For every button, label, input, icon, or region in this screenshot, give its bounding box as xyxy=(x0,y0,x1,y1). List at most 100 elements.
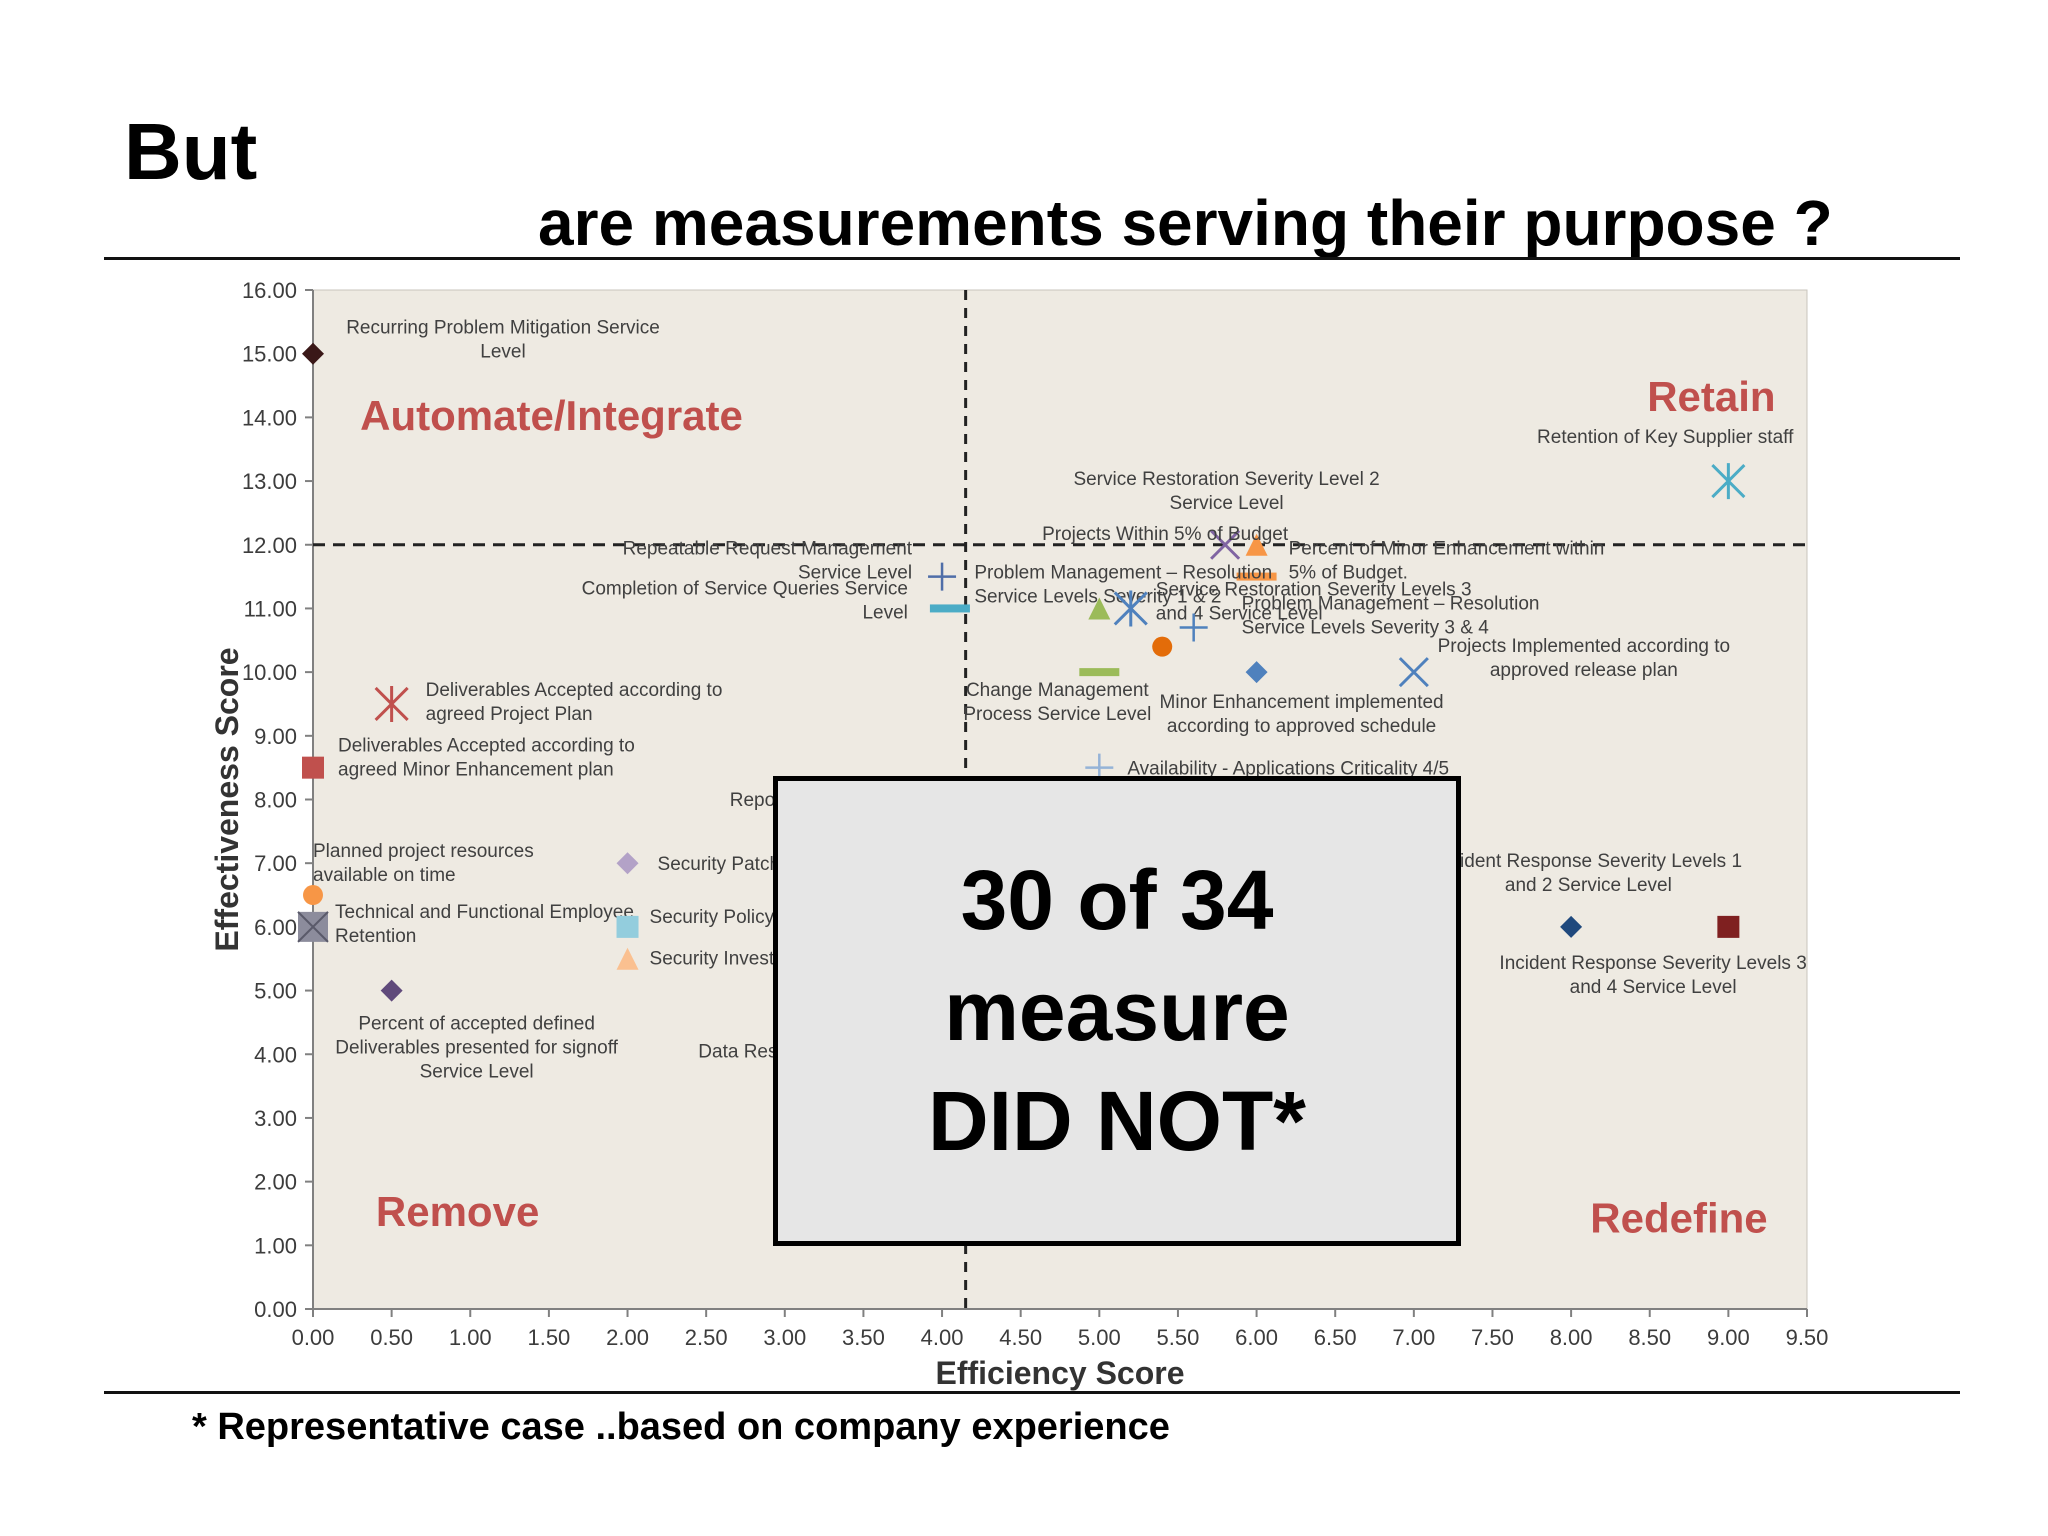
x-tick-label: 6.00 xyxy=(1235,1325,1278,1350)
point-label: Percent of Minor Enhancement within xyxy=(1289,539,1605,560)
point-label: Projects Within 5% of Budget xyxy=(1042,524,1289,545)
point-label: agreed Project Plan xyxy=(426,704,593,725)
slide-title: But xyxy=(124,107,258,196)
y-tick-label: 7.00 xyxy=(254,851,297,876)
point-label: approved release plan xyxy=(1490,660,1678,681)
callout-line-1: 30 of 34 xyxy=(960,852,1274,947)
footnote: * Representative case ..based on company… xyxy=(192,1406,1170,1448)
x-tick-label: 0.50 xyxy=(370,1325,413,1350)
point-label: Level xyxy=(862,602,907,623)
data-point xyxy=(616,947,639,970)
point-label: Technical and Functional Employee xyxy=(335,902,634,923)
x-tick-label: 7.00 xyxy=(1392,1325,1435,1350)
point-label: and 4 Service Level xyxy=(1570,977,1737,998)
data-point xyxy=(302,756,324,779)
x-tick-label: 4.00 xyxy=(921,1325,964,1350)
point-label-partial: Data Reste xyxy=(698,1041,793,1062)
data-point xyxy=(1560,915,1583,938)
y-tick-label: 2.00 xyxy=(254,1170,297,1195)
point-label: Change Management xyxy=(966,680,1149,701)
point-label: Service Level xyxy=(798,563,912,584)
y-axis-title: Effectiveness Score xyxy=(209,647,245,951)
data-point xyxy=(616,915,639,938)
point-label: Percent of accepted defined xyxy=(358,1014,595,1035)
point-label: Service Levels Severity 1 & 2 xyxy=(974,586,1221,607)
data-point xyxy=(1152,636,1173,657)
point-label: available on time xyxy=(313,865,456,886)
x-tick-label: 3.00 xyxy=(763,1325,806,1350)
y-tick-label: 10.00 xyxy=(242,660,297,685)
point-label: Completion of Service Queries Service xyxy=(582,578,908,599)
callout-box: 30 of 34 measure DID NOT* xyxy=(773,776,1461,1246)
data-point xyxy=(302,342,324,365)
point-label: and 2 Service Level xyxy=(1505,875,1672,896)
y-tick-label: 4.00 xyxy=(254,1042,297,1067)
x-tick-label: 2.00 xyxy=(606,1325,649,1350)
data-point xyxy=(1717,915,1740,938)
point-label: Recurring Problem Mitigation Service xyxy=(346,318,660,339)
x-tick-label: 8.00 xyxy=(1550,1325,1593,1350)
point-label-partial: Repor xyxy=(730,790,782,811)
y-tick-label: 16.00 xyxy=(242,278,297,303)
point-label: Security Policy xyxy=(650,907,775,928)
x-tick-label: 5.50 xyxy=(1157,1325,1200,1350)
data-point xyxy=(1245,533,1268,556)
point-label: Deliverables Accepted according to xyxy=(426,680,723,701)
quadrant-label: Remove xyxy=(376,1188,539,1235)
point-label: Service Restoration Severity Levels 3 xyxy=(1156,579,1472,600)
x-tick-label: 5.00 xyxy=(1078,1325,1121,1350)
point-label: Projects Implemented according to xyxy=(1438,636,1731,657)
data-point xyxy=(1088,597,1111,620)
point-label: Retention xyxy=(335,926,416,947)
point-label: Repeatable Request Management xyxy=(623,539,913,560)
data-point xyxy=(1113,590,1148,627)
x-tick-label: 0.00 xyxy=(292,1325,335,1350)
x-tick-label: 6.50 xyxy=(1314,1325,1357,1350)
x-tick-label: 1.00 xyxy=(449,1325,492,1350)
point-label: Security Patch xyxy=(658,854,781,875)
point-label: Planned project resources xyxy=(313,841,534,862)
data-point xyxy=(929,604,970,613)
point-label: Incident Response Severity Levels 3 xyxy=(1499,953,1806,974)
x-tick-label: 9.00 xyxy=(1707,1325,1750,1350)
data-point xyxy=(380,979,403,1002)
point-label: Service Level xyxy=(420,1062,534,1083)
data-point xyxy=(928,562,957,591)
quadrant-label: Redefine xyxy=(1590,1195,1767,1242)
point-label: Service Restoration Severity Level 2 xyxy=(1073,469,1379,490)
slide-subtitle: are measurements serving their purpose ? xyxy=(538,187,1833,259)
y-tick-label: 12.00 xyxy=(242,533,297,558)
point-label: Deliverables Accepted according to xyxy=(338,736,635,757)
y-tick-label: 13.00 xyxy=(242,469,297,494)
x-axis-title: Efficiency Score xyxy=(936,1355,1185,1391)
x-tick-label: 8.50 xyxy=(1628,1325,1671,1350)
point-label: Problem Management – Resolution xyxy=(1242,594,1540,615)
y-tick-label: 5.00 xyxy=(254,979,297,1004)
x-tick-label: 9.50 xyxy=(1786,1325,1829,1350)
y-tick-label: 6.00 xyxy=(254,915,297,940)
point-label: Security Invest xyxy=(650,949,775,970)
data-point xyxy=(1398,657,1429,688)
data-point xyxy=(1711,463,1746,500)
y-tick-label: 0.00 xyxy=(254,1297,297,1322)
x-tick-label: 2.50 xyxy=(685,1325,728,1350)
x-tick-label: 7.50 xyxy=(1471,1325,1514,1350)
y-tick-label: 3.00 xyxy=(254,1106,297,1131)
point-label: Incident Response Severity Levels 1 xyxy=(1435,851,1742,872)
point-label: Level xyxy=(480,342,525,363)
point-label: Deliverables presented for signoff xyxy=(335,1038,618,1059)
quadrant-label: Automate/Integrate xyxy=(360,392,743,439)
bottom-divider xyxy=(104,1391,1960,1394)
point-label: agreed Minor Enhancement plan xyxy=(338,760,614,781)
point-label: Problem Management – Resolution xyxy=(974,562,1272,583)
point-label: Service Level xyxy=(1170,493,1284,514)
y-tick-label: 14.00 xyxy=(242,405,297,430)
y-tick-label: 15.00 xyxy=(242,342,297,367)
point-label: Minor Enhancement implemented xyxy=(1160,692,1444,713)
point-label: Availability - Applications Criticality … xyxy=(1127,759,1449,780)
callout-line-3: DID NOT* xyxy=(928,1074,1306,1169)
quadrant-label: Retain xyxy=(1647,373,1775,420)
data-point xyxy=(374,685,409,722)
data-point xyxy=(1079,668,1120,677)
